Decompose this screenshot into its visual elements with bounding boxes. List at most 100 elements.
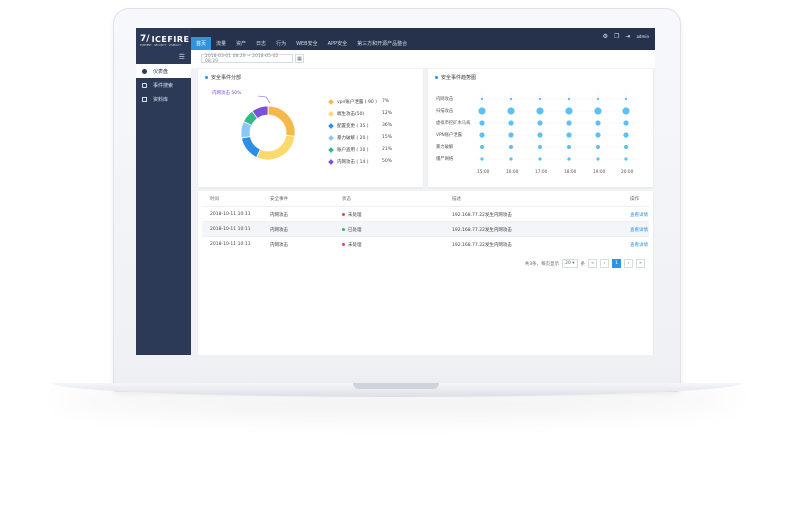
legend-label: 账户盗用 ( 10 ) xyxy=(337,148,369,153)
trend-bubble[interactable] xyxy=(478,107,486,115)
legend-item: 账户盗用 ( 10 ) xyxy=(328,147,369,153)
trend-bubble[interactable] xyxy=(508,132,514,138)
trend-bubble[interactable] xyxy=(624,145,628,149)
trend-bubble[interactable] xyxy=(479,132,485,138)
legend-swatch xyxy=(328,123,334,129)
trend-bubble[interactable] xyxy=(509,157,513,161)
trend-bubble[interactable] xyxy=(565,107,573,115)
last-page-button[interactable]: » xyxy=(636,259,645,268)
cell-description: 192.168.77.22发生内网攻击 xyxy=(452,212,512,218)
trend-bubble[interactable] xyxy=(508,120,514,126)
trend-bubble[interactable] xyxy=(567,97,571,101)
donut-slice-6[interactable] xyxy=(251,105,269,119)
trend-time-label: 17:00 xyxy=(535,170,548,175)
trend-time-label: 18:00 xyxy=(564,170,577,175)
trend-bubble[interactable] xyxy=(538,145,542,149)
tab-logs[interactable]: 日志 xyxy=(256,41,267,47)
pagination: 共3条，每页显示 20 ▾ 条 « ‹ 1 › » xyxy=(525,259,645,268)
trend-bubble[interactable] xyxy=(622,107,630,115)
sidebar-item-dashboard[interactable]: 仪表盘 xyxy=(136,64,191,78)
trend-bubble[interactable] xyxy=(567,145,571,149)
tab-traffic[interactable]: 流量 xyxy=(216,41,227,47)
trend-bubble[interactable] xyxy=(596,157,600,161)
legend-swatch xyxy=(328,147,334,153)
trend-bubble[interactable] xyxy=(509,97,513,101)
trend-bubble[interactable] xyxy=(537,120,543,126)
trend-bubble[interactable] xyxy=(480,97,484,101)
laptop-base xyxy=(52,383,742,397)
dashboard-icon xyxy=(142,68,147,74)
tab-assets[interactable]: 资产 xyxy=(236,41,247,47)
tab-home[interactable]: 首页 xyxy=(191,37,212,50)
legend-item: 配置变更 ( 35 ) xyxy=(328,123,369,129)
tab-app-security[interactable]: APP安全 xyxy=(327,41,348,47)
legend-pct: 12% xyxy=(382,111,393,116)
top-navbar: 首页 流量 资产 日志 行为 WEB安全 APP安全 第三方和开源产品整合 ⚙ … xyxy=(191,28,655,50)
trend-bubble[interactable] xyxy=(566,120,572,126)
trend-bubble[interactable] xyxy=(595,120,601,126)
prev-page-button[interactable]: ‹ xyxy=(600,259,609,268)
user-name[interactable]: admin xyxy=(636,34,649,39)
legend-swatch xyxy=(328,135,334,141)
title-dot-icon xyxy=(435,76,438,79)
donut-slice-1[interactable] xyxy=(267,105,296,137)
calendar-icon[interactable]: ▦ xyxy=(295,54,304,63)
trend-bubble[interactable] xyxy=(596,97,600,101)
sidebar-item-event-search[interactable]: 事件搜索 xyxy=(136,78,191,92)
column-header: 安全事件 xyxy=(270,196,288,202)
date-range-input[interactable]: 2018-03-01 08:29 ~ 2018-05-02 08:29 xyxy=(201,54,293,64)
view-details-link[interactable]: 查看详情 xyxy=(630,242,648,248)
current-page-button[interactable]: 1 xyxy=(612,259,621,268)
tab-third-party[interactable]: 第三方和开源产品整合 xyxy=(357,41,408,47)
next-page-button[interactable]: › xyxy=(624,259,633,268)
view-details-link[interactable]: 查看详情 xyxy=(630,212,648,218)
trend-bubble[interactable] xyxy=(596,145,600,149)
legend-label: 配置变更 ( 35 ) xyxy=(337,124,369,129)
card-title: 安全事件分部 xyxy=(205,74,241,81)
page-size-select[interactable]: 20 ▾ xyxy=(562,259,578,268)
view-details-link[interactable]: 查看详情 xyxy=(630,227,648,233)
trend-bubble[interactable] xyxy=(538,157,542,161)
trend-bubble[interactable] xyxy=(509,145,513,149)
trend-bubble[interactable] xyxy=(623,132,629,138)
legend-pct: 36% xyxy=(382,123,393,128)
trend-row-label: VPN账户泄露 xyxy=(436,133,462,138)
trend-bubble[interactable] xyxy=(624,97,628,101)
legend-pct: 7% xyxy=(382,99,390,104)
copy-icon[interactable]: ❐ xyxy=(614,33,620,40)
trend-bubble[interactable] xyxy=(595,132,601,138)
donut-slice-2[interactable] xyxy=(255,134,296,161)
trend-bubble[interactable] xyxy=(507,107,515,115)
trend-bubble[interactable] xyxy=(624,157,628,161)
trend-bubble[interactable] xyxy=(479,120,485,126)
tab-web-security[interactable]: WEB安全 xyxy=(296,41,318,47)
first-page-button[interactable]: « xyxy=(588,259,597,268)
logout-icon[interactable]: ⇥ xyxy=(625,33,631,40)
logo-tagline: ELEMENT · SECURITY · VISIBILITY xyxy=(140,44,182,47)
cell-status: 未处理 xyxy=(342,212,362,218)
legend-swatch xyxy=(328,99,334,105)
trend-bubble[interactable] xyxy=(480,145,484,149)
legend-pct: 15% xyxy=(382,135,393,140)
legend-label: 内网攻击 ( 14 ) xyxy=(337,160,369,165)
gear-icon[interactable]: ⚙ xyxy=(602,33,609,40)
tab-behavior[interactable]: 行为 xyxy=(276,41,287,47)
trend-time-label: 19:00 xyxy=(593,170,606,175)
sidebar-item-label: 仪表盘 xyxy=(153,68,169,75)
trend-bubble[interactable] xyxy=(538,97,542,101)
cell-description: 192.168.77.22发生内网攻击 xyxy=(452,227,512,233)
trend-bubble[interactable] xyxy=(594,107,602,115)
menu-toggle-icon[interactable]: ☰ xyxy=(178,53,185,61)
logo-mark: 7/ xyxy=(140,34,150,44)
trend-bubble[interactable] xyxy=(480,157,484,161)
sidebar-item-library[interactable]: 资料库 xyxy=(136,92,191,106)
trend-bubble[interactable] xyxy=(567,157,571,161)
trend-bubble[interactable] xyxy=(537,132,543,138)
donut-slice-3[interactable] xyxy=(241,135,261,158)
column-header: 操作 xyxy=(630,196,639,202)
trend-bubble[interactable] xyxy=(536,107,544,115)
cell-time: 2018-10-11 10:11 xyxy=(210,242,251,247)
card-title: 安全事件趋势图 xyxy=(435,74,476,81)
trend-bubble[interactable] xyxy=(623,120,629,126)
trend-bubble[interactable] xyxy=(566,132,572,138)
